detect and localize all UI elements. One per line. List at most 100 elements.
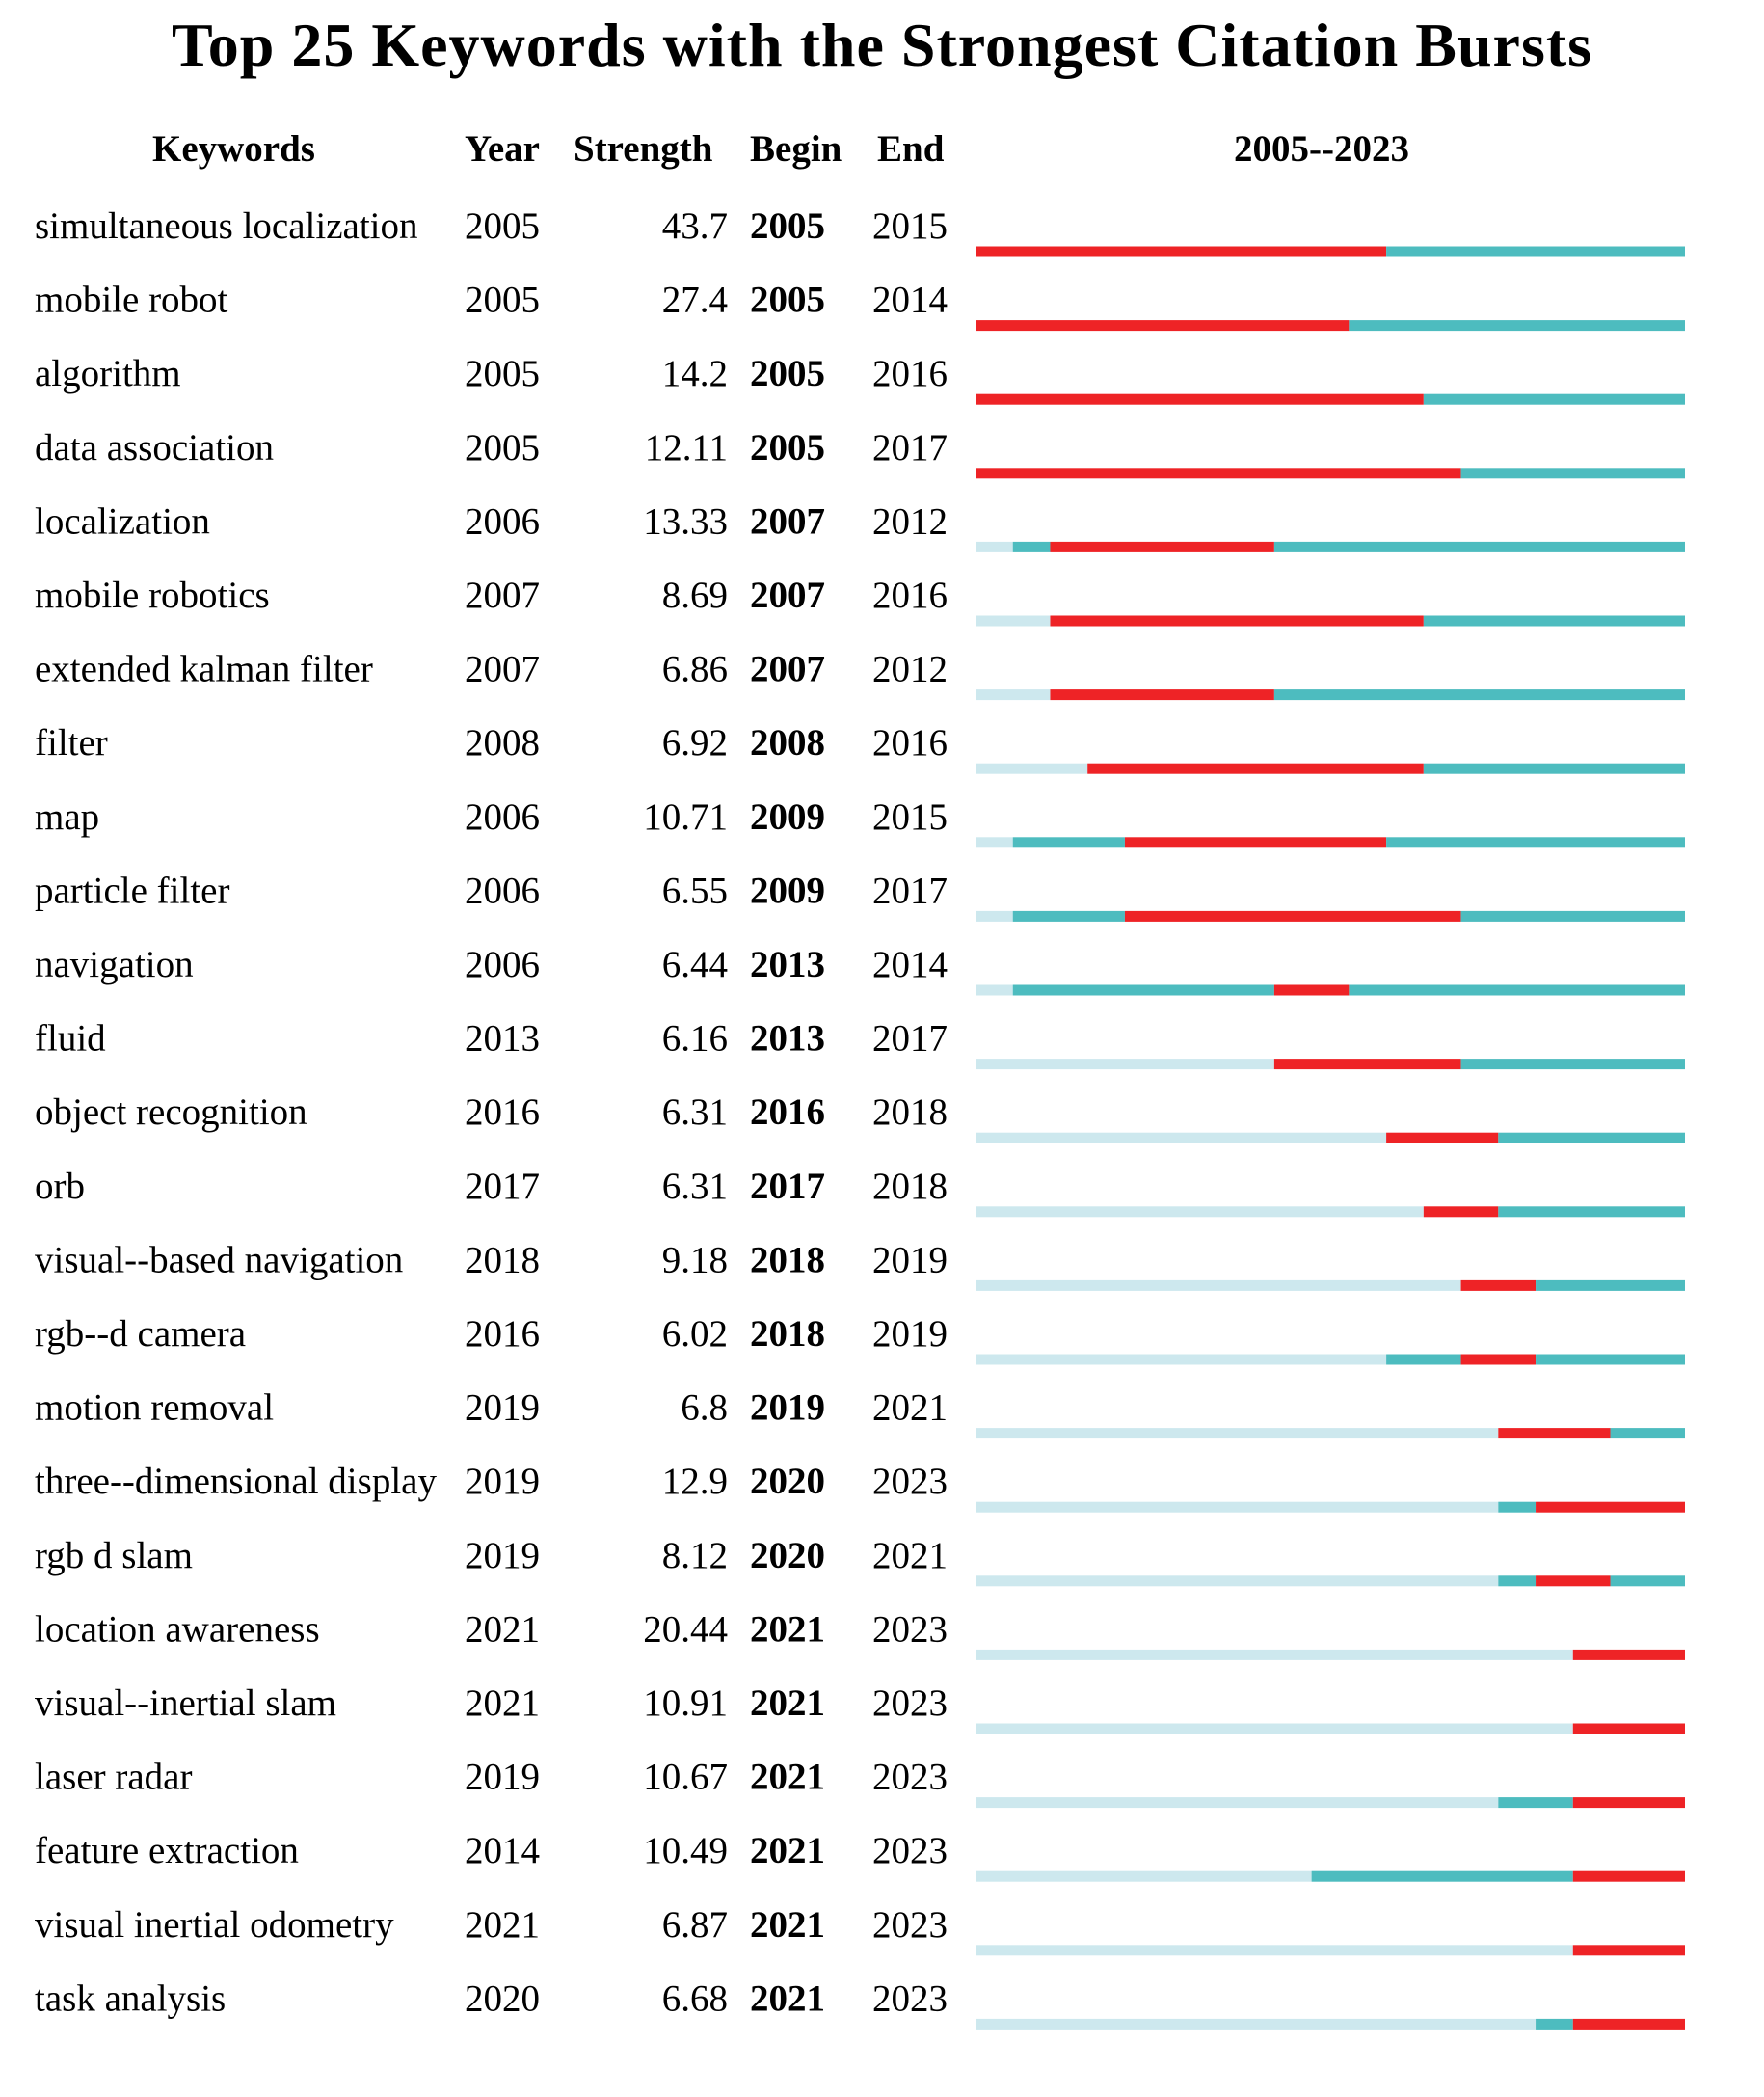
end-value: 2019 <box>872 1313 948 1355</box>
year-value: 2021 <box>465 1608 540 1650</box>
burst-bar <box>1572 2018 1685 2030</box>
timeline-active-segment <box>1536 1279 1685 1291</box>
strength-value: 6.86 <box>662 649 728 690</box>
burst-bar <box>1498 1428 1611 1439</box>
strength-value: 6.55 <box>662 870 728 911</box>
end-value: 2015 <box>872 796 948 838</box>
end-value: 2017 <box>872 427 948 469</box>
strength-value: 6.31 <box>662 1166 728 1207</box>
keyword-label: feature extraction <box>35 1830 299 1871</box>
burst-bar <box>1386 1132 1499 1143</box>
burst-bar <box>1050 689 1274 701</box>
begin-value: 2013 <box>750 944 825 985</box>
end-value: 2023 <box>872 1461 948 1502</box>
begin-value: 2021 <box>750 1682 825 1724</box>
strength-value: 6.02 <box>662 1313 728 1355</box>
timeline-inactive-segment <box>976 615 1051 627</box>
burst-bar <box>1273 1059 1461 1070</box>
begin-value: 2019 <box>750 1387 825 1429</box>
year-value: 2006 <box>465 870 540 911</box>
year-value: 2019 <box>465 1757 540 1798</box>
keyword-label: filter <box>35 722 108 764</box>
timeline-inactive-segment <box>976 1059 1274 1070</box>
end-value: 2018 <box>872 1091 948 1133</box>
keyword-label: navigation <box>35 944 194 985</box>
timeline-active-segment <box>1536 1354 1685 1365</box>
year-value: 2021 <box>465 1904 540 1946</box>
timeline-active-segment <box>1273 689 1685 701</box>
year-value: 2014 <box>465 1830 540 1871</box>
end-value: 2016 <box>872 575 948 616</box>
burst-bar <box>1572 1870 1685 1882</box>
begin-value: 2007 <box>750 649 825 690</box>
begin-value: 2009 <box>750 796 825 838</box>
timeline-active-segment <box>1349 320 1685 332</box>
year-value: 2007 <box>465 575 540 616</box>
burst-bar <box>976 393 1424 405</box>
year-value: 2019 <box>465 1461 540 1502</box>
burst-bar <box>1273 984 1350 996</box>
year-value: 2006 <box>465 500 540 542</box>
keyword-label: map <box>35 796 99 838</box>
burst-bar <box>1572 1649 1685 1660</box>
begin-value: 2017 <box>750 1166 825 1207</box>
timeline-inactive-segment <box>976 1649 1573 1660</box>
keyword-label: task analysis <box>35 1977 226 2019</box>
header-strength: Strength <box>574 128 713 170</box>
end-value: 2016 <box>872 722 948 764</box>
header-range: 2005--2023 <box>1234 128 1409 170</box>
burst-bar <box>1124 837 1387 848</box>
keyword-label: particle filter <box>35 870 229 911</box>
begin-value: 2021 <box>750 1608 825 1650</box>
end-value: 2015 <box>872 205 948 247</box>
timeline-inactive-segment <box>976 763 1088 774</box>
end-value: 2016 <box>872 353 948 394</box>
year-value: 2017 <box>465 1166 540 1207</box>
end-value: 2023 <box>872 1608 948 1650</box>
header-keywords: Keywords <box>152 128 315 170</box>
strength-value: 6.87 <box>662 1904 728 1946</box>
burst-bar <box>976 320 1350 332</box>
header-year: Year <box>465 128 540 170</box>
timeline-active-segment <box>1460 1059 1685 1070</box>
begin-value: 2007 <box>750 500 825 542</box>
strength-value: 10.91 <box>643 1682 728 1724</box>
keyword-label: object recognition <box>35 1091 307 1133</box>
timeline-active-segment <box>1498 1575 1537 1587</box>
keyword-label: motion removal <box>35 1387 274 1429</box>
burst-bar <box>1536 1575 1611 1587</box>
chart-title: Top 25 Keywords with the Strongest Citat… <box>171 11 1593 79</box>
timeline-inactive-segment <box>976 1723 1573 1734</box>
keyword-label: mobile robot <box>35 280 228 321</box>
keyword-label: fluid <box>35 1018 106 1060</box>
keyword-label: orb <box>35 1166 85 1207</box>
strength-value: 43.7 <box>662 205 728 247</box>
timeline-inactive-segment <box>976 1870 1312 1882</box>
burst-bar <box>1460 1279 1537 1291</box>
strength-value: 6.31 <box>662 1091 728 1133</box>
burst-bar <box>1572 1797 1685 1809</box>
year-value: 2019 <box>465 1535 540 1576</box>
strength-value: 20.44 <box>643 1608 728 1650</box>
end-value: 2023 <box>872 1757 948 1798</box>
timeline-inactive-segment <box>976 1354 1387 1365</box>
begin-value: 2020 <box>750 1535 825 1576</box>
begin-value: 2005 <box>750 353 825 394</box>
year-value: 2006 <box>465 944 540 985</box>
timeline-inactive-segment <box>976 1279 1461 1291</box>
timeline-active-segment <box>1423 615 1685 627</box>
begin-value: 2005 <box>750 280 825 321</box>
timeline-inactive-segment <box>976 2018 1537 2030</box>
begin-value: 2013 <box>750 1018 825 1060</box>
end-value: 2017 <box>872 870 948 911</box>
header-end: End <box>877 128 945 170</box>
keyword-label: simultaneous localization <box>35 205 417 247</box>
strength-value: 6.68 <box>662 1977 728 2019</box>
begin-value: 2018 <box>750 1313 825 1355</box>
keyword-label: extended kalman filter <box>35 649 373 690</box>
end-value: 2021 <box>872 1387 948 1429</box>
keyword-label: localization <box>35 500 210 542</box>
begin-value: 2005 <box>750 427 825 469</box>
strength-value: 10.71 <box>643 796 728 838</box>
